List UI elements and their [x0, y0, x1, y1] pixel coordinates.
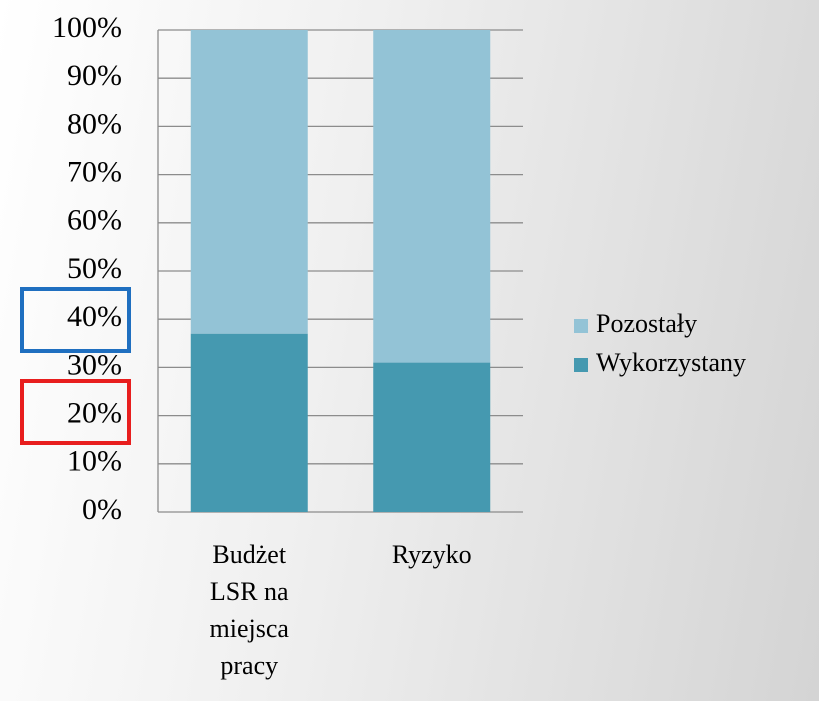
y-tick-label: 60% — [67, 204, 122, 237]
y-tick-label: 70% — [67, 155, 122, 188]
y-tick-label: 100% — [52, 11, 122, 44]
y-tick-label: 80% — [67, 107, 122, 140]
y-tick-label: 90% — [67, 59, 122, 92]
y-tick-label: 0% — [82, 493, 122, 526]
x-tick-label: Ryzyko — [391, 540, 472, 569]
y-tick-label: 20% — [67, 396, 122, 429]
legend-swatch — [574, 319, 588, 333]
bar-segment — [190, 333, 308, 512]
y-tick-label: 10% — [67, 445, 122, 478]
y-tick-label: 30% — [67, 348, 122, 381]
x-tick-label: Budżet LSR na miejsca pracy — [209, 540, 289, 680]
bar-segment — [373, 362, 491, 512]
bar-segment — [190, 30, 308, 334]
y-tick-label: 50% — [67, 252, 122, 285]
bar-segment — [373, 30, 491, 363]
legend-label: Pozostały — [596, 309, 697, 338]
y-tick-label: 40% — [67, 300, 122, 333]
legend-label: Wykorzystany — [596, 348, 746, 377]
legend-swatch — [574, 358, 588, 372]
highlight-box — [20, 287, 131, 353]
highlight-box — [20, 379, 131, 445]
